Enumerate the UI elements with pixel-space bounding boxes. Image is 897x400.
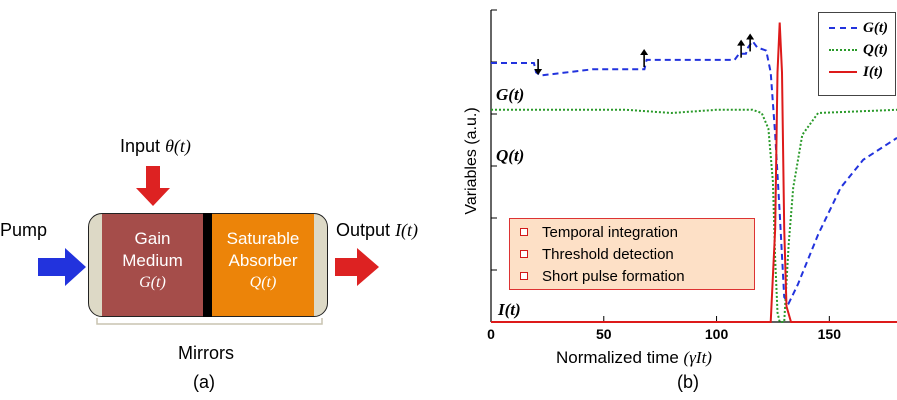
output-symbol: I(t) [395, 220, 419, 240]
gain-absorber-divider [203, 213, 212, 317]
absorber-line2: Absorber [228, 251, 298, 270]
x-tick-label: 50 [596, 326, 612, 342]
gain-symbol: G(t) [139, 274, 166, 291]
input-symbol: θ(t) [165, 136, 191, 156]
x-axis-label-text: Normalized time [556, 348, 679, 367]
absorber-symbol: Q(t) [249, 274, 277, 291]
feature-item-text: Threshold detection [542, 245, 674, 263]
feature-item-text: Temporal integration [542, 223, 678, 241]
feature-item-text: Short pulse formation [542, 267, 685, 285]
pump-arrow-icon [38, 248, 86, 286]
legend-line-i [829, 71, 857, 73]
i-curve-label: I(t) [498, 300, 521, 319]
series-q-line [491, 108, 897, 323]
legend-label-g: G(t) [863, 19, 888, 36]
down-arrow-head-icon [534, 69, 543, 76]
legend-entry-i: I(t) [819, 61, 895, 83]
legend-line-g [829, 27, 857, 29]
q-curve-label: Q(t) [496, 146, 525, 165]
legend-label-q: Q(t) [863, 41, 888, 58]
output-arrow-icon [335, 248, 379, 286]
input-arrow-icon [136, 166, 170, 206]
g-curve-label: G(t) [496, 85, 525, 104]
gain-medium: Gain Medium G(t) [102, 213, 203, 317]
bullet-square-icon [520, 250, 528, 258]
feature-item: Temporal integration [510, 221, 754, 243]
up-arrow-head-icon [746, 33, 755, 40]
laser-cavity: Gain Medium G(t) Saturable Absorber Q(t) [88, 213, 328, 317]
bullet-square-icon [520, 228, 528, 236]
legend-label-i: I(t) [863, 63, 883, 80]
x-tick-label: 150 [818, 326, 842, 342]
up-arrow-head-icon [737, 39, 746, 46]
panel-a-arrows [38, 166, 379, 325]
x-tick-label: 100 [705, 326, 729, 342]
feature-item: Short pulse formation [510, 265, 754, 287]
feature-box: Temporal integration Threshold detection… [509, 218, 755, 290]
input-label-text: Input [120, 136, 161, 156]
pump-label: Pump [0, 220, 48, 240]
absorber-line1: Saturable [226, 229, 300, 248]
x-axis-symbol: (γIt) [683, 348, 712, 367]
feature-item: Threshold detection [510, 243, 754, 265]
mirrors-label: Mirrors [178, 343, 234, 363]
chart-legend: G(t) Q(t) I(t) [818, 12, 896, 96]
mirrors-bracket [96, 318, 323, 325]
bullet-square-icon [520, 272, 528, 280]
gain-line1: Gain [134, 229, 171, 248]
x-axis-label: Normalized time (γIt) [556, 348, 712, 368]
legend-entry-g: G(t) [819, 17, 895, 39]
caption-a: (a) [193, 372, 215, 392]
series-i-line [491, 22, 897, 323]
legend-line-q [829, 49, 857, 51]
legend-entry-q: Q(t) [819, 39, 895, 61]
output-label-text: Output [336, 220, 391, 240]
gain-line2: Medium [122, 251, 183, 270]
x-tick-label: 0 [487, 326, 495, 342]
input-label: Input θ(t) [120, 136, 191, 157]
saturable-absorber: Saturable Absorber Q(t) [212, 213, 314, 317]
caption-b: (b) [677, 372, 699, 392]
up-arrow-head-icon [640, 49, 649, 56]
series-g-line [491, 39, 897, 306]
output-label: Output I(t) [336, 220, 418, 241]
